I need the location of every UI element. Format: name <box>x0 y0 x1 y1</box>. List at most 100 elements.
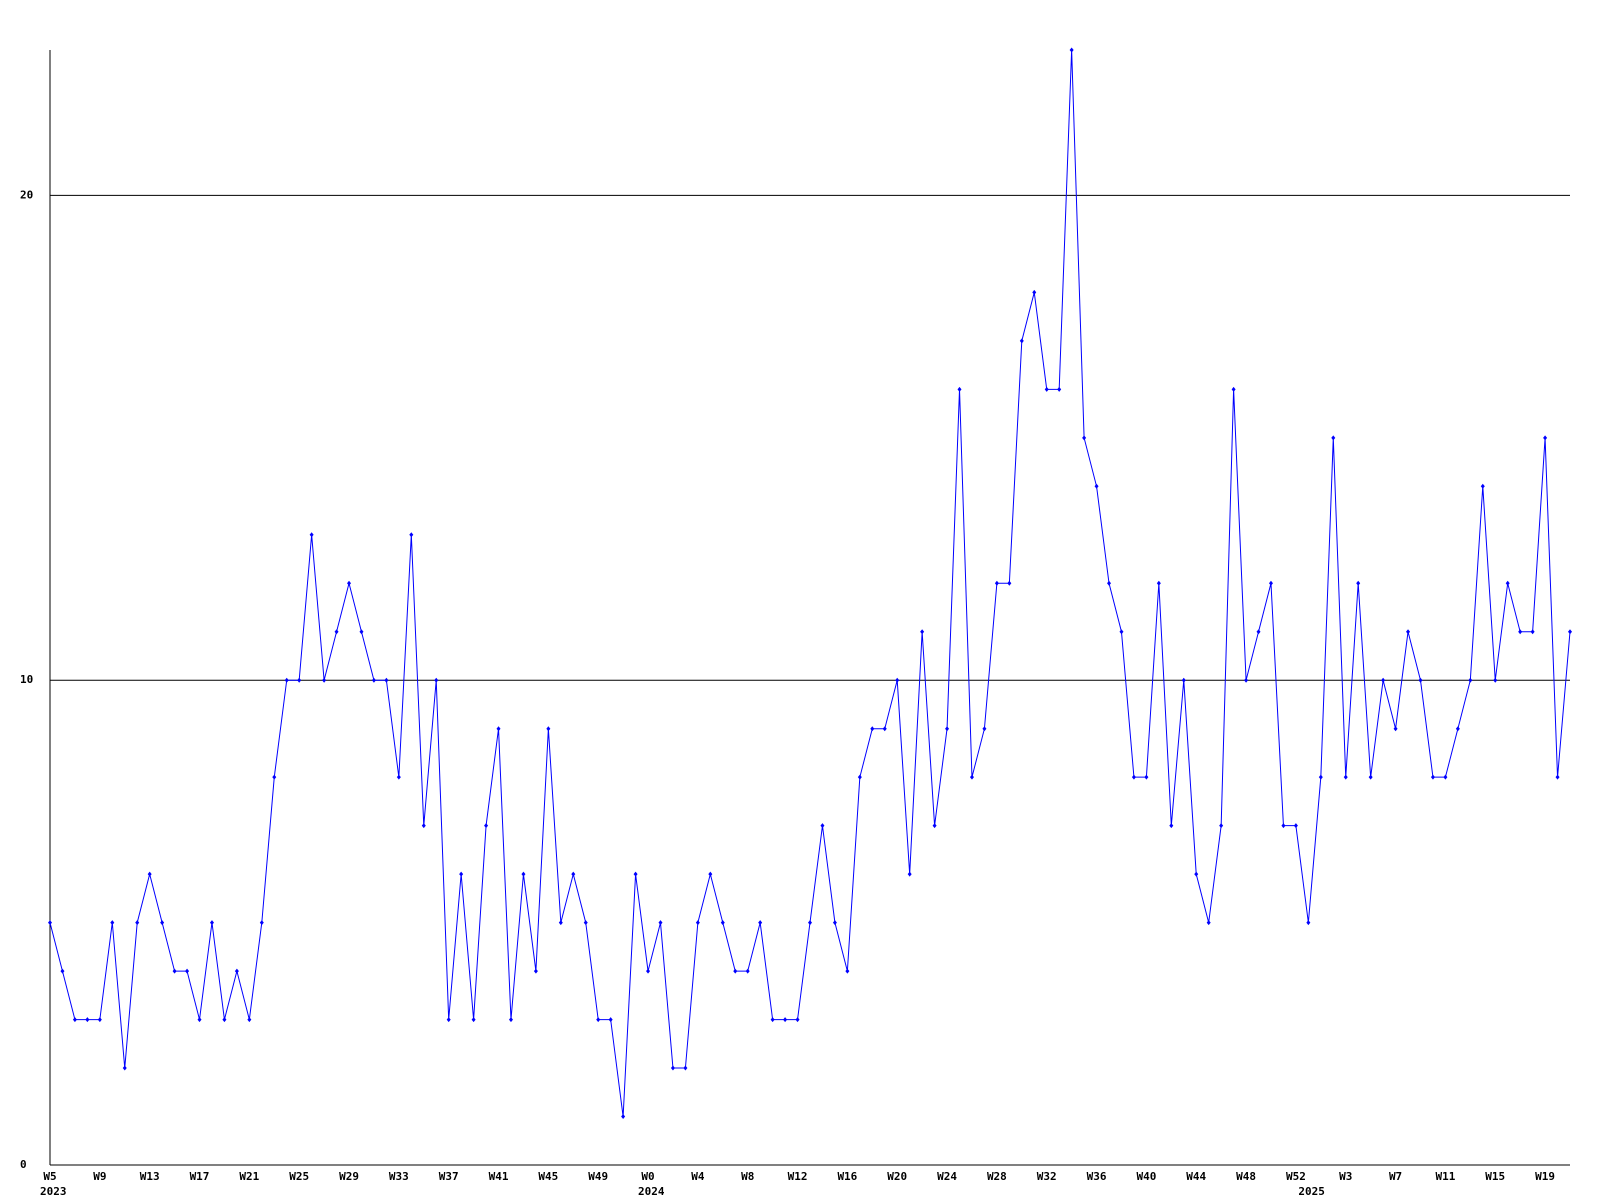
x-tick-label: W49 <box>588 1170 608 1183</box>
y-tick-label: 10 <box>20 673 33 686</box>
point-marker <box>1518 629 1523 635</box>
point-marker <box>932 823 937 829</box>
point-marker <box>1468 677 1473 683</box>
point-marker <box>683 1065 688 1071</box>
x-tick-label: W36 <box>1087 1170 1107 1183</box>
point-marker <box>658 920 663 926</box>
point-marker <box>284 677 289 683</box>
x-year-label: 2024 <box>638 1185 665 1198</box>
point-marker <box>1430 774 1435 780</box>
x-tick-label: W33 <box>389 1170 409 1183</box>
point-marker <box>396 774 401 780</box>
point-marker <box>1443 774 1448 780</box>
point-marker <box>459 871 464 877</box>
point-marker <box>758 920 763 926</box>
x-year-label: 2025 <box>1298 1185 1325 1198</box>
point-marker <box>259 920 264 926</box>
point-marker <box>795 1017 800 1023</box>
point-marker <box>471 1017 476 1023</box>
point-marker <box>1044 386 1049 392</box>
point-marker <box>1530 629 1535 635</box>
point-marker <box>1181 677 1186 683</box>
point-marker <box>1331 435 1336 441</box>
point-marker <box>1144 774 1149 780</box>
point-marker <box>409 532 414 538</box>
point-marker <box>147 871 152 877</box>
x-year-label: 2023 <box>40 1185 67 1198</box>
point-marker <box>1107 580 1112 586</box>
point-marker <box>1281 823 1286 829</box>
point-marker <box>969 774 974 780</box>
data-line <box>49 49 1571 1117</box>
point-marker <box>234 968 239 974</box>
point-marker <box>359 629 364 635</box>
point-marker <box>1244 677 1249 683</box>
point-marker <box>994 580 999 586</box>
point-marker <box>733 968 738 974</box>
x-tick-label: W25 <box>289 1170 309 1183</box>
point-marker <box>297 677 302 683</box>
x-tick-label: W8 <box>741 1170 754 1183</box>
point-marker <box>1169 823 1174 829</box>
x-tick-label: W29 <box>339 1170 359 1183</box>
x-tick-label: W20 <box>887 1170 907 1183</box>
point-marker <box>85 1017 90 1023</box>
point-marker <box>160 920 165 926</box>
point-marker <box>1094 483 1099 489</box>
point-marker <box>1568 629 1572 635</box>
point-marker <box>770 1017 775 1023</box>
point-marker <box>1231 386 1236 392</box>
point-marker <box>895 677 900 683</box>
point-marker <box>1368 774 1373 780</box>
x-tick-label: W52 <box>1286 1170 1306 1183</box>
point-marker <box>1381 677 1386 683</box>
x-tick-label: W15 <box>1485 1170 1505 1183</box>
point-marker <box>720 920 725 926</box>
x-tick-label: W37 <box>439 1170 459 1183</box>
point-marker <box>583 920 588 926</box>
x-tick-label: W9 <box>93 1170 106 1183</box>
point-marker <box>222 1017 227 1023</box>
point-marker <box>1356 580 1361 586</box>
point-marker <box>1318 774 1323 780</box>
point-marker <box>920 629 925 635</box>
point-marker <box>845 968 850 974</box>
point-marker <box>1480 483 1485 489</box>
point-marker <box>1343 774 1348 780</box>
point-marker <box>122 1065 127 1071</box>
point-marker <box>808 920 812 926</box>
x-tick-label: W3 <box>1339 1170 1352 1183</box>
point-marker <box>907 871 912 877</box>
x-tick-label: W13 <box>140 1170 160 1183</box>
point-marker <box>334 629 339 635</box>
x-tick-label: W17 <box>190 1170 210 1183</box>
x-tick-label: W12 <box>788 1170 808 1183</box>
point-marker <box>446 1017 451 1023</box>
point-marker <box>1418 677 1423 683</box>
point-marker <box>421 823 426 829</box>
point-marker <box>209 920 214 926</box>
point-marker <box>1493 677 1498 683</box>
x-tick-label: W48 <box>1236 1170 1256 1183</box>
x-tick-label: W4 <box>691 1170 705 1183</box>
point-marker <box>521 871 526 877</box>
point-marker <box>1256 629 1261 635</box>
point-marker <box>247 1017 252 1023</box>
point-marker <box>1543 435 1548 441</box>
point-marker <box>97 1017 102 1023</box>
x-tick-label: W16 <box>837 1170 857 1183</box>
point-marker <box>1393 726 1398 732</box>
point-marker <box>1455 726 1460 732</box>
y-tick-label: 0 <box>20 1158 27 1171</box>
point-marker <box>347 580 352 586</box>
point-marker <box>272 774 277 780</box>
point-marker <box>1268 580 1273 586</box>
point-marker <box>371 677 376 683</box>
point-marker <box>621 1114 626 1120</box>
point-marker <box>1293 823 1298 829</box>
x-tick-label: W41 <box>489 1170 509 1183</box>
x-tick-label: W11 <box>1435 1170 1455 1183</box>
x-tick-label: W21 <box>239 1170 259 1183</box>
x-tick-label: W7 <box>1389 1170 1402 1183</box>
